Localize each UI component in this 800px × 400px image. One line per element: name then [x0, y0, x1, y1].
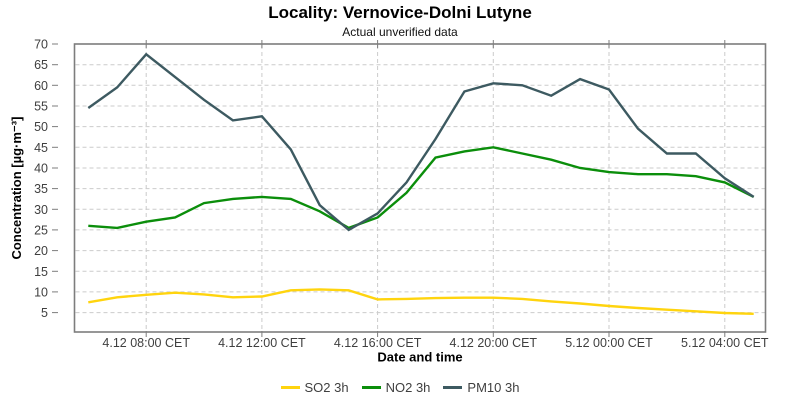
- y-tick-label: 20: [34, 244, 48, 258]
- series-line-no2-3h: [88, 146, 755, 230]
- y-axis-title: Concentration [µg·m⁻³]: [9, 116, 24, 260]
- series-line-so2-3h: [88, 288, 754, 315]
- y-tick-label: 65: [34, 58, 48, 72]
- plot-frame: [73, 43, 767, 333]
- x-tick-label: 4.12 08:00 CET: [102, 336, 190, 350]
- x-tick-label: 5.12 00:00 CET: [565, 336, 653, 350]
- x-tick-label: 4.12 12:00 CET: [218, 336, 306, 350]
- y-tick-label: 10: [34, 285, 48, 299]
- legend: SO2 3h NO2 3h PM10 3h: [0, 378, 800, 396]
- legend-label-no2-3h: NO2 3h: [385, 379, 431, 395]
- x-tick-label: 5.12 04:00 CET: [681, 336, 769, 350]
- legend-item-so2-3h: SO2 3h: [280, 379, 349, 395]
- y-tick-label: 50: [34, 120, 48, 134]
- y-tick-label: 45: [34, 141, 48, 155]
- series-line-pm10-3h: [87, 52, 755, 232]
- chart-title: Locality: Vernovice-Dolni Lutyne: [268, 3, 532, 22]
- legend-swatch-so2-3h: [280, 385, 300, 389]
- legend-swatch-pm10-3h: [443, 385, 463, 389]
- plot-area: 5 10 15 20 25 30 35 40 45 50 55 60 65 70 4.12 08:00 CE…: [34, 38, 769, 351]
- legend-item-pm10-3h: PM10 3h: [443, 380, 519, 395]
- x-axis-title: Date and time: [377, 349, 463, 365]
- legend-swatch-no2-3h: [361, 385, 381, 389]
- y-tick-label: 25: [34, 223, 48, 237]
- y-tick-label: 70: [34, 38, 48, 52]
- y-tick-label: 55: [34, 100, 48, 114]
- y-tick-label: 15: [34, 265, 48, 279]
- y-tick-label: 5: [41, 306, 48, 320]
- y-tick-label: 30: [34, 203, 48, 217]
- y-tick-label: 35: [34, 182, 48, 196]
- x-tick-label: 4.12 16:00 CET: [334, 336, 422, 350]
- legend-label-so2-3h: SO2 3h: [304, 379, 349, 395]
- y-tick-label: 40: [34, 162, 48, 176]
- chart-subtitle: Actual unverified data: [342, 25, 458, 39]
- y-tick-label: 60: [34, 79, 48, 93]
- x-tick-label: 4.12 20:00 CET: [450, 336, 538, 350]
- legend-item-no2-3h: NO2 3h: [361, 379, 431, 395]
- legend-label-pm10-3h: PM10 3h: [467, 379, 520, 395]
